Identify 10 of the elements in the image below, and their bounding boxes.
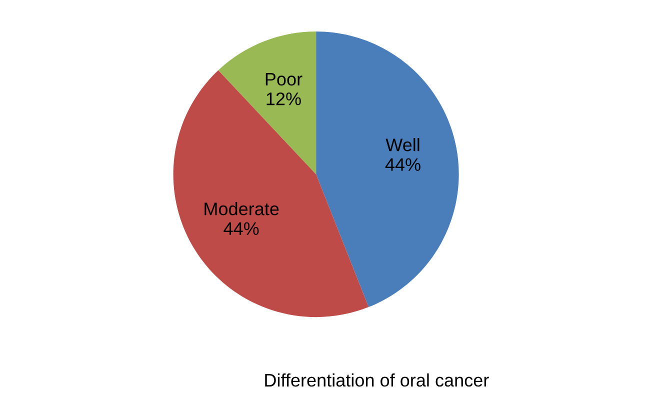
data-label: 12%	[266, 92, 301, 106]
slice-label: Moderate	[204, 202, 279, 216]
slice-label: Well	[386, 138, 420, 152]
pie-slice	[218, 32, 316, 174]
slice-label: Poor	[266, 72, 302, 86]
text: Differentiation of oral cancer	[265, 373, 489, 387]
data-label: 44%	[385, 158, 420, 171]
pie-slice	[316, 32, 459, 308]
pie-slice	[173, 70, 369, 318]
data-label: 44%	[224, 222, 259, 235]
